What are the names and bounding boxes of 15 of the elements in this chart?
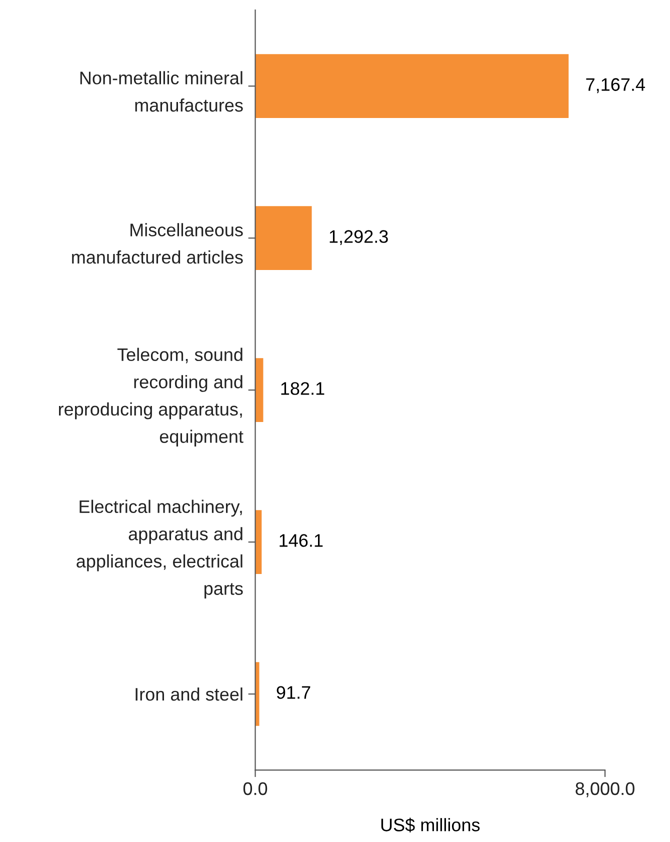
data-label: 91.7 (276, 686, 310, 699)
data-label: 7,167.4 (586, 78, 645, 94)
y-tick-label: Telecom, sound recording and reproducing apparatus, equipment (58, 348, 244, 447)
bar (255, 54, 569, 118)
x-tick-label: 8,000.0 (576, 782, 634, 798)
y-tick-label: Non-metallic mineral manufactures (80, 71, 243, 112)
x-axis-title: US$ millions (381, 818, 480, 832)
data-label: 1,292.3 (330, 230, 388, 246)
y-tick-label: Iron and steel (136, 687, 242, 701)
y-tick-label: Miscellaneous manufactured articles (72, 223, 243, 264)
bar (255, 206, 312, 270)
data-label: 146.1 (280, 534, 323, 547)
y-tick-label: Electrical machinery, apparatus and appliances, electrical parts (76, 500, 243, 599)
x-tick-label: 0.0 (243, 782, 268, 796)
data-label: 182.1 (281, 382, 324, 395)
